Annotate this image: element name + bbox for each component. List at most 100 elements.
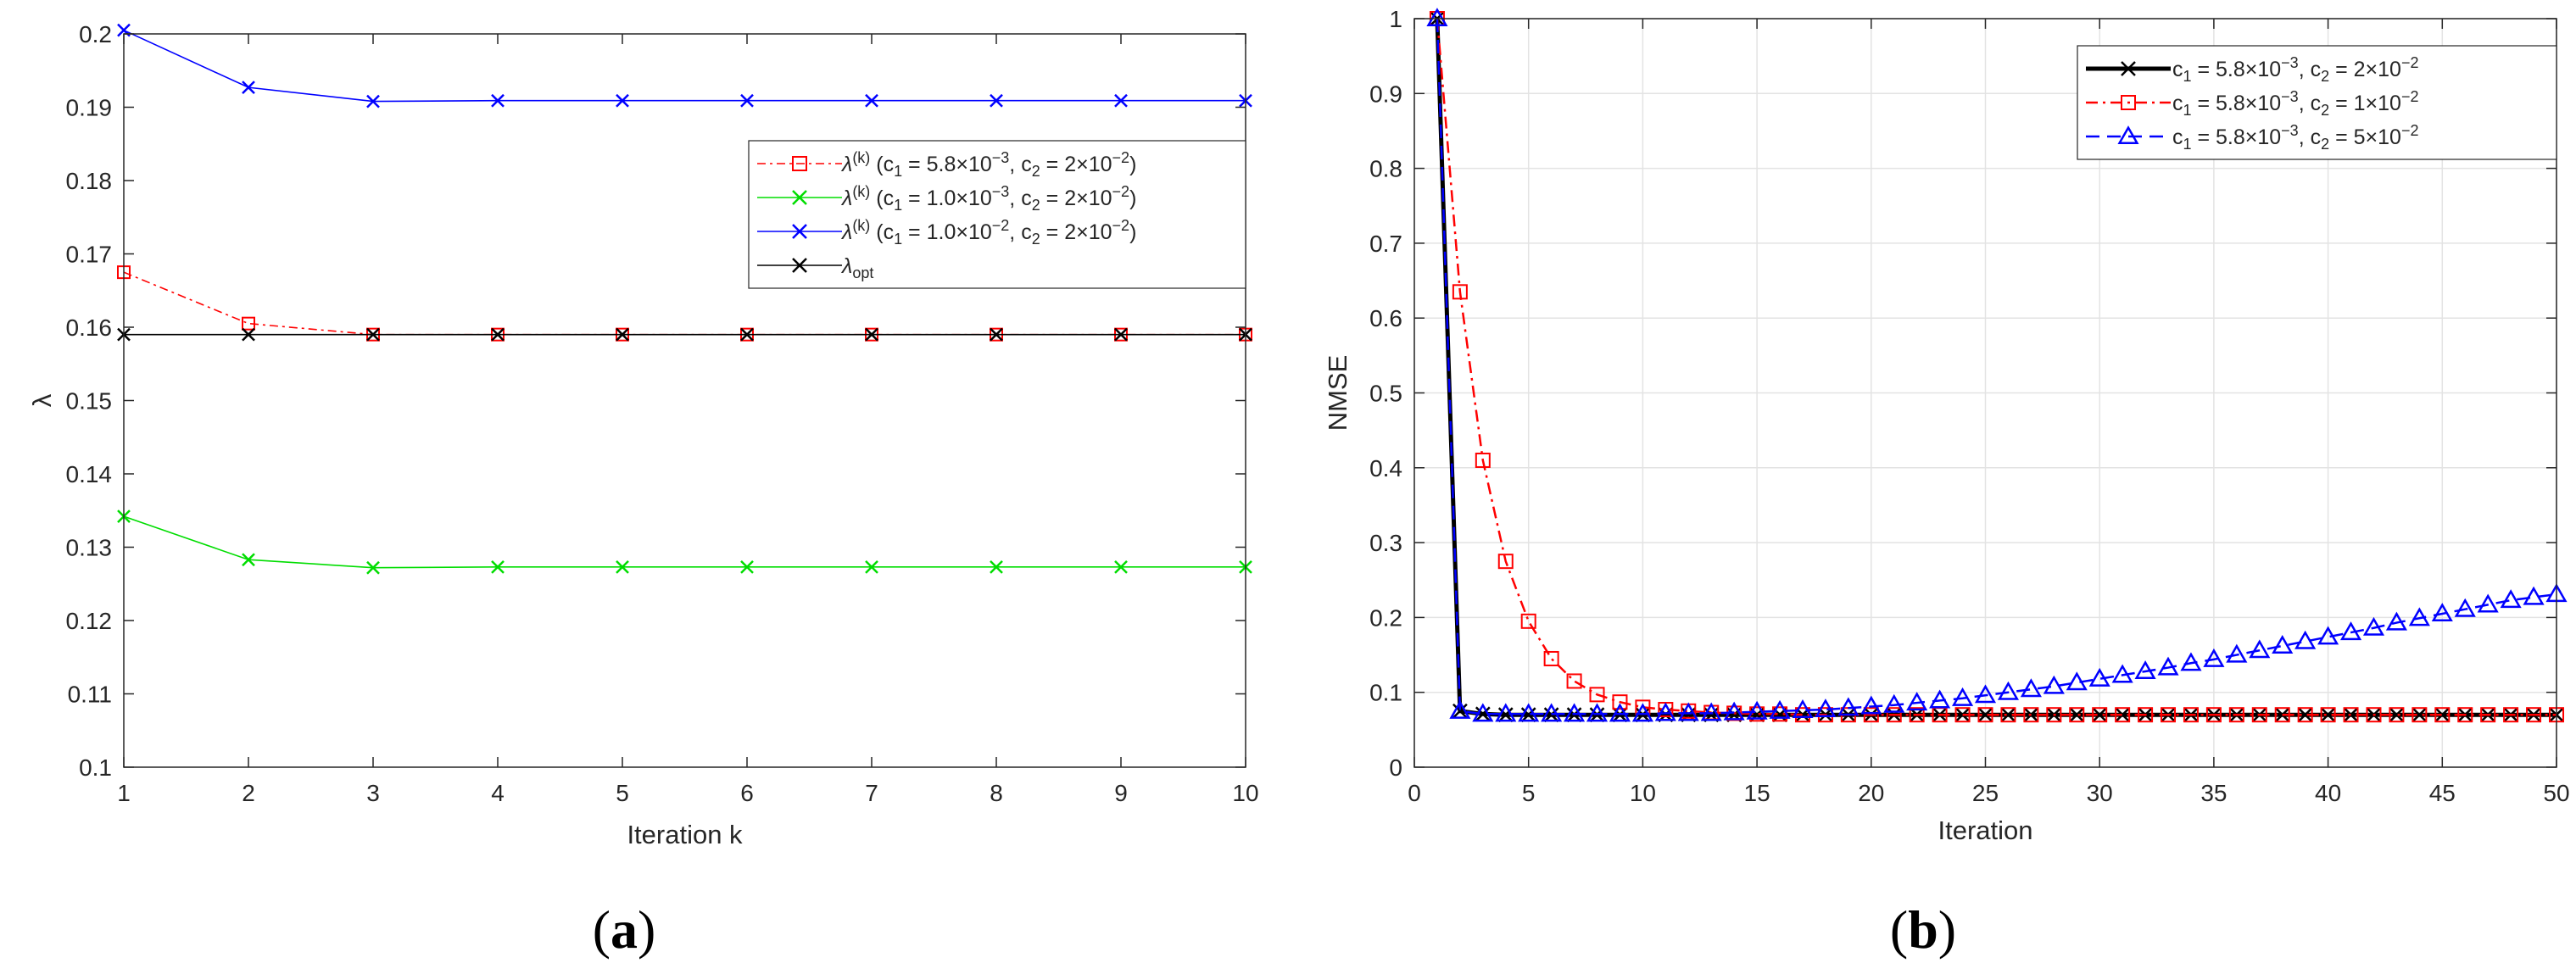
series-3-point <box>2111 664 2133 683</box>
series-2-point <box>2205 707 2222 723</box>
x-tick-label: 0 <box>1408 780 1421 806</box>
y-tick-label: 0.8 <box>1369 156 1402 182</box>
x-tick-label: 6 <box>740 780 754 806</box>
x-tick-label: 25 <box>1972 780 1999 806</box>
caption-b: (b) <box>1890 899 1956 960</box>
series-3-point <box>1906 692 1928 711</box>
series-2-point <box>242 553 255 567</box>
series-2-point <box>1114 559 1128 574</box>
series-3-point <box>2272 635 2294 654</box>
series-3-point <box>1518 703 1540 722</box>
legend-label-1: c1 = 5.8×10−3, c2 = 2×10−2 <box>2172 54 2418 85</box>
series-2-point <box>2138 707 2154 723</box>
series-2-point <box>2526 707 2542 723</box>
series-3-point <box>1586 703 1609 722</box>
series-2-point <box>2320 707 2336 723</box>
series-3-point <box>1723 701 1745 721</box>
legend-entry-4: λopt <box>757 254 873 281</box>
x-tick-label: 50 <box>2543 780 2569 806</box>
series-3-point <box>1792 699 1814 718</box>
series-3-point <box>2203 648 2225 667</box>
series-1-point <box>2092 707 2108 723</box>
series-3-point <box>2362 616 2385 636</box>
series-3-point <box>2020 678 2042 698</box>
series-2-point <box>1863 707 1879 723</box>
series-2-point <box>2023 707 2039 723</box>
series-2 <box>117 509 1252 575</box>
series-2-point <box>2366 707 2382 723</box>
series-3-point <box>740 93 754 108</box>
legend-label-3: λ(k) (c1 = 1.0×10−2, c2 = 2×10−2) <box>840 217 1136 248</box>
series-3-point <box>2088 667 2110 687</box>
series-2-point <box>1977 707 1993 723</box>
series-2-point <box>2069 707 2085 723</box>
series-3-point <box>1860 695 1882 715</box>
x-tick-label: 3 <box>366 780 380 806</box>
series-2-point <box>1817 707 1833 723</box>
series-3-point <box>2043 675 2065 694</box>
y-tick-label: 0.16 <box>66 315 113 341</box>
panel-b-nmse-chart: 0 5 10 15 20 25 30 35 40 45 50 0 0.1 0.2 0.3 0.4 0.5 0.6 0… <box>1323 6 2570 960</box>
y-tick-label: 0.5 <box>1369 381 1402 407</box>
y-tick-label: 0.14 <box>66 461 113 487</box>
x-tick-label: 2 <box>242 780 255 806</box>
y-tick-label: 0.9 <box>1369 81 1402 107</box>
series-3-point <box>1997 681 2019 700</box>
series-3-point <box>1495 703 1517 722</box>
legend-marker-1 <box>792 156 807 171</box>
series-3-point <box>1541 703 1563 722</box>
series-2-point <box>1886 707 1902 723</box>
series-1-point <box>2434 707 2451 723</box>
y-tick-label: 0.15 <box>66 388 113 415</box>
y-tick-label: 0.1 <box>1369 680 1402 706</box>
series-4-point <box>242 327 255 342</box>
legend-entry-3: λ(k) (c1 = 1.0×10−2, c2 = 2×10−2) <box>757 217 1136 248</box>
series-3-point <box>2454 598 2476 617</box>
series-3-point <box>2157 656 2179 676</box>
series-3-point <box>1815 699 1837 718</box>
series-1-point <box>242 316 255 331</box>
series-2-point <box>1909 707 1925 723</box>
series-2-point <box>2412 707 2428 723</box>
series-1-point <box>1977 707 1993 723</box>
series-3-point <box>2226 643 2248 663</box>
series-2-point <box>2228 707 2244 723</box>
series-3-point <box>1883 693 1905 713</box>
series-3-point <box>1426 8 1448 27</box>
series-4-point <box>491 327 505 342</box>
x-tick-label: 30 <box>2087 780 2113 806</box>
y-tick-label: 0.6 <box>1369 305 1402 331</box>
series-1-point <box>2412 707 2428 723</box>
series-2-point <box>2274 707 2290 723</box>
series-3-point <box>491 93 505 108</box>
x-tick-label: 40 <box>2315 780 2341 806</box>
x-tick-label: 45 <box>2429 780 2456 806</box>
y-tick-label: 1 <box>1389 6 1402 32</box>
series-3-point <box>990 93 1003 108</box>
series-2-line <box>1436 18 2556 716</box>
y-tick-label: 0.7 <box>1369 231 1402 257</box>
series-2-point <box>2115 707 2131 723</box>
series-3-point <box>1929 689 1951 709</box>
series-2-point <box>865 559 878 574</box>
series-3-point <box>1609 703 1631 722</box>
x-tick-label: 5 <box>616 780 629 806</box>
series-2-point <box>2480 707 2496 723</box>
series-1-point <box>1475 706 1491 722</box>
series-3-point <box>1654 702 1676 721</box>
series-3-point <box>2249 639 2271 659</box>
series-4-point <box>740 327 754 342</box>
series-2-point <box>2343 707 2359 723</box>
x-tick-label: 9 <box>1114 780 1128 806</box>
series-2-point <box>1452 284 1468 300</box>
legend-label-1: λ(k) (c1 = 5.8×10−3, c2 = 2×10−2) <box>840 149 1136 180</box>
x-tick-label: 8 <box>990 780 1003 806</box>
series-4-point <box>616 327 629 342</box>
x-tick-label: 5 <box>1522 780 1536 806</box>
series-2-point <box>1497 554 1514 570</box>
x-axis-label: Iteration k <box>627 820 743 849</box>
series-3-point <box>242 81 255 95</box>
caption-a: (a) <box>593 899 656 960</box>
y-tick-label: 0.19 <box>66 95 113 121</box>
series-3-point <box>1449 699 1471 719</box>
